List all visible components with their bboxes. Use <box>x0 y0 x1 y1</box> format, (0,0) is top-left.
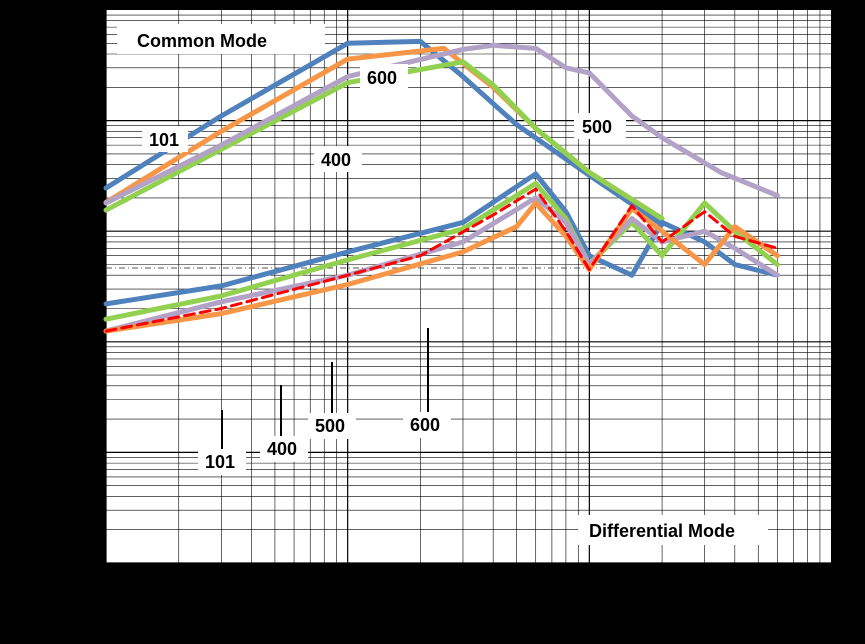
series-line-dm-101 <box>103 171 780 307</box>
cm-label-500: 500 <box>574 113 626 139</box>
dm-label-400-text: 400 <box>267 439 297 459</box>
cm-label-400: 400 <box>314 146 362 172</box>
cm-label-101: 101 <box>142 126 188 152</box>
series-layer <box>103 38 780 334</box>
dm-label-101-text: 101 <box>205 452 235 472</box>
cm-label-600: 600 <box>360 64 408 90</box>
cm-label-101-text: 101 <box>149 130 179 150</box>
series-line-cm-500 <box>103 42 780 206</box>
legend-box-common-mode: Common Mode <box>117 24 325 54</box>
cm-label-600-text: 600 <box>367 68 397 88</box>
series-line-dm-600 <box>103 200 780 334</box>
legend-label-common-mode: Common Mode <box>137 31 267 51</box>
dm-label-500: 500 <box>308 413 356 439</box>
legend-label-differential-mode: Differential Mode <box>589 521 735 541</box>
series-line-cm-101 <box>103 38 665 227</box>
dm-label-600-text: 600 <box>410 415 440 435</box>
cm-label-400-text: 400 <box>321 150 351 170</box>
cm-label-500-text: 500 <box>582 117 612 137</box>
series-line-dm-reference <box>104 187 779 333</box>
dm-label-500-text: 500 <box>315 416 345 436</box>
dm-label-101: 101 <box>198 449 246 475</box>
dm-label-400: 400 <box>260 436 308 462</box>
dm-label-600: 600 <box>403 412 451 438</box>
legend-box-differential-mode: Differential Mode <box>578 515 768 545</box>
pointer-layer <box>221 328 429 449</box>
series-line-cm-400 <box>103 59 665 222</box>
